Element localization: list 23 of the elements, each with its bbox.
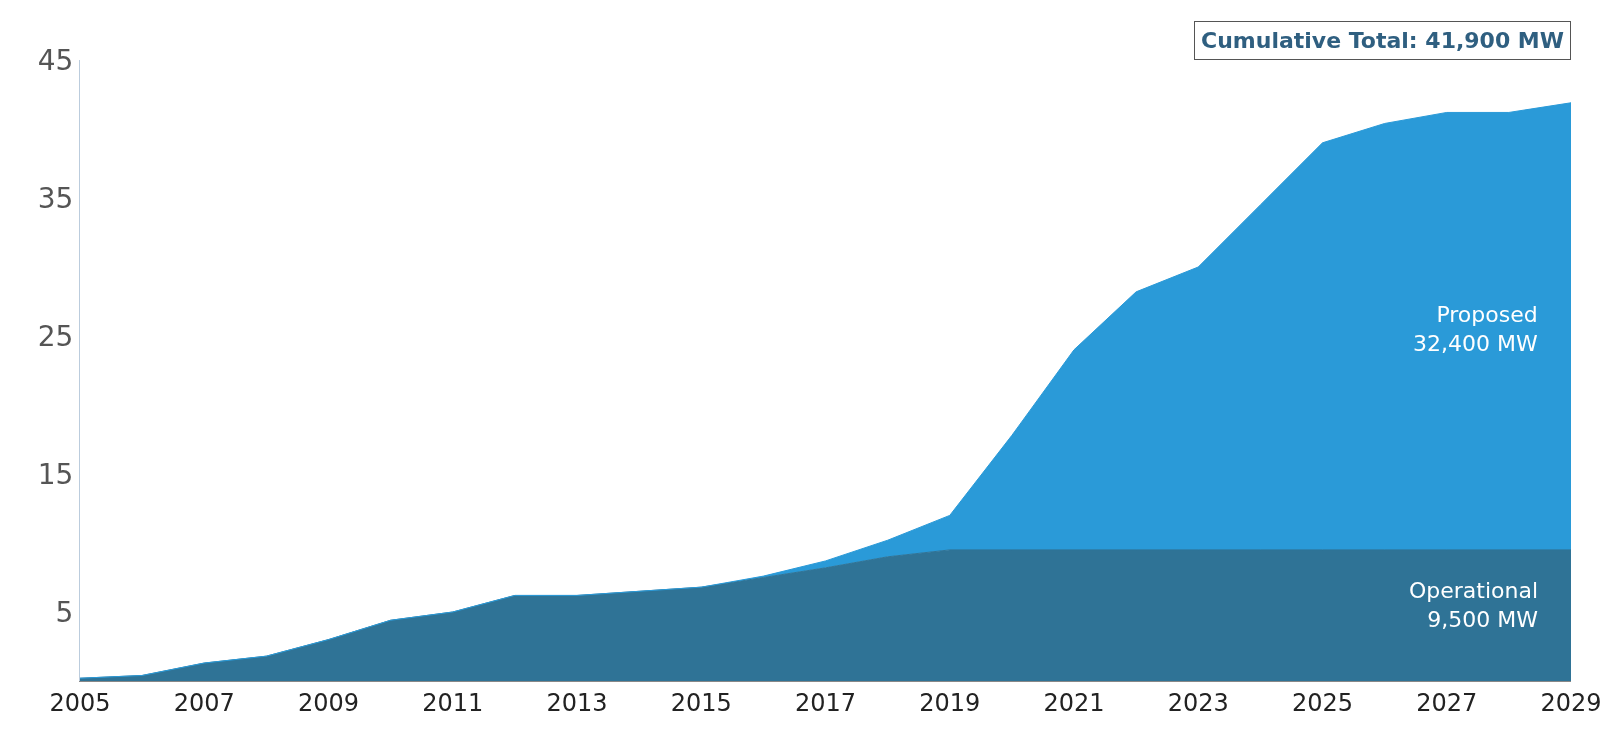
y-tick-label: 25 — [37, 319, 74, 353]
x-tick-label: 2025 — [1291, 688, 1354, 717]
x-tick-label: 2009 — [297, 688, 360, 717]
x-tick-label: 2017 — [794, 688, 857, 717]
x-tick-label: 2005 — [49, 688, 111, 717]
x-tick-label: 2007 — [173, 688, 235, 717]
x-tick-label: 2011 — [422, 688, 484, 717]
series-label: Proposed — [1436, 302, 1538, 327]
x-tick-label: 2023 — [1167, 688, 1229, 717]
series-label: Operational — [1409, 578, 1539, 603]
x-tick-label: 2029 — [1540, 688, 1602, 717]
annotation: 9,500 MW — [1427, 606, 1539, 632]
text: Cumulative Total: 41,900 MW — [1201, 28, 1565, 53]
y-tick-label: 35 — [37, 181, 74, 215]
x-tick-label: 2027 — [1416, 688, 1478, 717]
y-tick-label: 15 — [37, 457, 74, 491]
y-tick-label: 5 — [55, 595, 74, 629]
x-tick-label: 2021 — [1043, 688, 1105, 717]
x-tick-label: 2019 — [919, 688, 981, 717]
x-tick-label: 2015 — [670, 688, 732, 717]
y-tick-label: 45 — [37, 43, 74, 77]
x-tick-label: 2013 — [546, 688, 608, 717]
annotation: 32,400 MW — [1413, 330, 1538, 356]
